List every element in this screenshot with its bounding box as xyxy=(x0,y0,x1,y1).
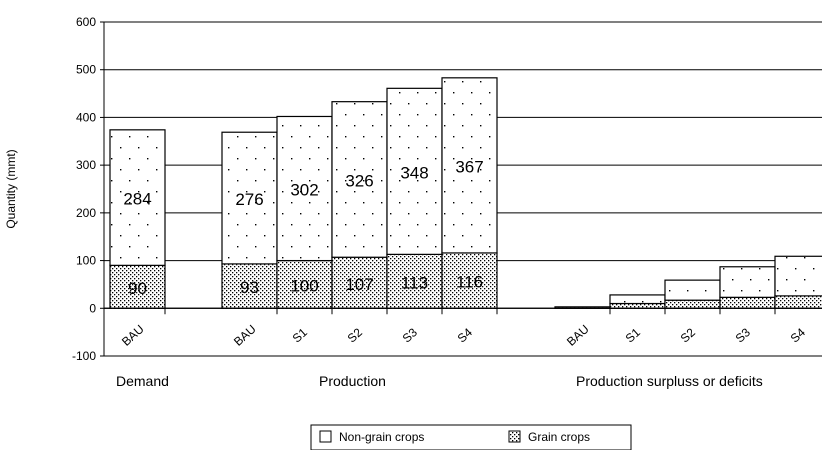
bar-grain-crops xyxy=(664,299,721,309)
bar-non-grain-crops xyxy=(774,255,822,297)
category-label: S4 xyxy=(788,325,809,345)
bar-grain-crops xyxy=(719,296,776,309)
category-label: S1 xyxy=(290,325,311,345)
bar-non-grain-crops xyxy=(441,77,498,254)
bar-non-grain-crops xyxy=(609,294,666,305)
data-label-grain: 100 xyxy=(290,276,318,295)
category-label: S4 xyxy=(455,325,476,345)
y-tick-label: 500 xyxy=(76,63,96,77)
category-label: S1 xyxy=(623,325,644,345)
bar-grain-crops xyxy=(109,264,166,309)
y-tick-label: 300 xyxy=(76,158,96,172)
category-label: BAU xyxy=(231,322,259,349)
data-label-grain: 90 xyxy=(128,279,147,298)
bar-grain-crops xyxy=(441,252,498,309)
data-label-grain: 116 xyxy=(456,273,483,292)
group-label: Demand xyxy=(116,373,169,389)
data-label-non-grain: 348 xyxy=(400,163,428,182)
bar-non-grain-crops xyxy=(276,115,333,262)
data-label-non-grain: 284 xyxy=(123,190,151,209)
data-label-grain: 107 xyxy=(345,275,373,294)
bar-non-grain-crops xyxy=(109,129,166,266)
legend-box xyxy=(310,424,632,450)
category-label: S2 xyxy=(678,325,699,345)
bar-non-grain-crops xyxy=(331,101,388,258)
legend-swatch-non-grain xyxy=(319,430,332,443)
category-label: S3 xyxy=(400,325,421,345)
data-label-grain: 113 xyxy=(401,273,428,292)
data-label-non-grain: 302 xyxy=(290,181,318,200)
bar-non-grain-crops xyxy=(719,266,776,298)
legend-label-grain: Grain crops xyxy=(528,430,590,444)
y-tick-label: -100 xyxy=(72,349,96,363)
y-tick-label: 100 xyxy=(76,254,96,268)
bar-grain-crops xyxy=(774,295,822,309)
y-tick-label: 200 xyxy=(76,206,96,220)
legend-label-non-grain: Non-grain crops xyxy=(339,430,424,444)
bar-non-grain-crops xyxy=(664,279,721,301)
y-tick-label: 0 xyxy=(89,301,96,315)
bar-grain-crops xyxy=(609,302,666,309)
group-label: Production surpluss or deficits xyxy=(576,373,763,389)
category-label: S2 xyxy=(345,325,366,345)
legend: Non-grain crops Grain crops xyxy=(310,424,632,450)
y-tick-label: 400 xyxy=(76,110,96,124)
group-label: Production xyxy=(319,373,386,389)
y-tick-label: 600 xyxy=(76,15,96,29)
category-label: BAU xyxy=(119,322,147,349)
data-label-non-grain: 276 xyxy=(235,190,263,209)
data-label-grain: 93 xyxy=(240,278,259,297)
data-label-non-grain: 326 xyxy=(345,171,373,190)
category-label: S3 xyxy=(733,325,754,345)
legend-swatch-grain xyxy=(508,430,521,443)
data-label-non-grain: 367 xyxy=(455,157,483,176)
category-label: BAU xyxy=(564,322,592,349)
y-axis-title: Quantity (mmt) xyxy=(4,149,18,228)
